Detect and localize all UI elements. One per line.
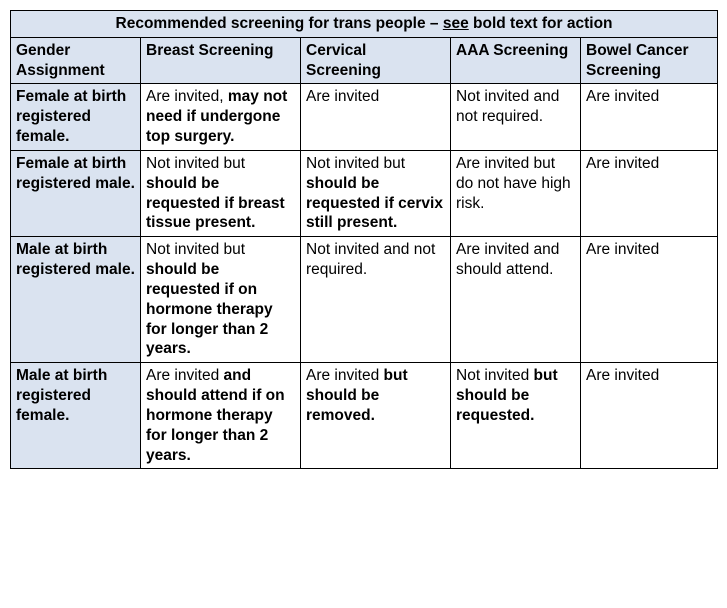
cell: Are invited [301, 84, 451, 150]
cell: Are invited [581, 363, 718, 469]
row-label-0: Female at birth registered female. [11, 84, 141, 150]
cell: Are invited, may not need if undergone t… [141, 84, 301, 150]
cell-text: Are invited [586, 88, 659, 105]
col-header-3: AAA Screening [451, 37, 581, 84]
cell: Are invited [581, 150, 718, 236]
table-title: Recommended screening for trans people –… [11, 11, 718, 38]
row-label-1: Female at birth registered male. [11, 150, 141, 236]
cell-text: Are invited, [146, 88, 228, 105]
cell-text: Are invited but do not have high risk. [456, 155, 571, 212]
cell: Not invited but should be requested if b… [141, 150, 301, 236]
cell: Are invited and should attend if on horm… [141, 363, 301, 469]
title-see: see [443, 15, 469, 32]
cell: Not invited and not required. [301, 237, 451, 363]
cell-text: Not invited and not required. [306, 241, 435, 278]
cell: Not invited and not required. [451, 84, 581, 150]
cell-text: Are invited [586, 241, 659, 258]
cell-bold: should be requested if on hormone therap… [146, 261, 273, 357]
cell: Not invited but should be requested if o… [141, 237, 301, 363]
row-label-2: Male at birth registered male. [11, 237, 141, 363]
header-row: Gender Assignment Breast Screening Cervi… [11, 37, 718, 84]
cell-text: Not invited but [306, 155, 405, 172]
cell-text: Are invited [586, 367, 659, 384]
row-label-3: Male at birth registered female. [11, 363, 141, 469]
col-header-0: Gender Assignment [11, 37, 141, 84]
title-post: bold text for action [469, 15, 613, 32]
cell: Are invited but should be removed. [301, 363, 451, 469]
table-row: Female at birth registered female. Are i… [11, 84, 718, 150]
cell-text: Are invited [306, 88, 379, 105]
table-row: Male at birth registered female. Are inv… [11, 363, 718, 469]
cell-bold: should be requested if cervix still pres… [306, 175, 443, 232]
cell: Not invited but should be requested if c… [301, 150, 451, 236]
title-row: Recommended screening for trans people –… [11, 11, 718, 38]
cell: Are invited [581, 237, 718, 363]
cell: Not invited but should be requested. [451, 363, 581, 469]
cell-bold: should be requested if breast tissue pre… [146, 175, 285, 232]
cell-text: Are invited [146, 367, 224, 384]
cell-text: Are invited and should attend. [456, 241, 559, 278]
title-pre: Recommended screening for trans people – [116, 15, 443, 32]
cell-text: Not invited and not required. [456, 88, 559, 125]
cell-text: Not invited [456, 367, 534, 384]
cell: Are invited and should attend. [451, 237, 581, 363]
col-header-4: Bowel Cancer Screening [581, 37, 718, 84]
table-row: Male at birth registered male. Not invit… [11, 237, 718, 363]
cell-text: Not invited but [146, 241, 245, 258]
cell-text: Are invited [586, 155, 659, 172]
cell-text: Not invited but [146, 155, 245, 172]
cell: Are invited but do not have high risk. [451, 150, 581, 236]
col-header-1: Breast Screening [141, 37, 301, 84]
cell-text: Are invited [306, 367, 384, 384]
cell: Are invited [581, 84, 718, 150]
col-header-2: Cervical Screening [301, 37, 451, 84]
screening-table: Recommended screening for trans people –… [10, 10, 718, 469]
table-row: Female at birth registered male. Not inv… [11, 150, 718, 236]
